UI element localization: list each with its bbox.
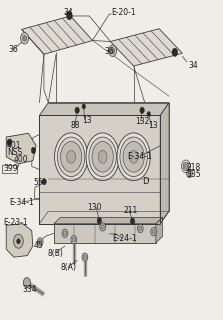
Text: 132: 132 [135, 117, 149, 126]
Text: 334: 334 [23, 284, 37, 293]
Circle shape [137, 224, 143, 233]
Text: 400: 400 [14, 155, 29, 164]
Circle shape [42, 179, 46, 185]
Circle shape [140, 107, 144, 114]
Circle shape [23, 36, 27, 41]
Circle shape [123, 141, 144, 172]
Circle shape [129, 150, 138, 163]
Polygon shape [39, 103, 169, 116]
Circle shape [147, 112, 151, 117]
Text: 399: 399 [3, 164, 18, 173]
Circle shape [130, 218, 135, 224]
Text: 55: 55 [33, 179, 43, 188]
Text: D: D [142, 177, 149, 186]
Text: 130: 130 [87, 203, 102, 212]
Text: NSS: NSS [7, 148, 22, 157]
Polygon shape [22, 16, 93, 54]
Circle shape [187, 169, 192, 178]
Polygon shape [54, 217, 163, 224]
Polygon shape [6, 224, 33, 257]
Circle shape [7, 139, 11, 146]
Circle shape [83, 255, 87, 260]
Text: 88: 88 [70, 121, 80, 131]
Text: E-34-1: E-34-1 [127, 152, 152, 161]
Circle shape [67, 150, 76, 163]
Circle shape [71, 236, 77, 244]
Circle shape [101, 225, 104, 229]
Text: 8(B): 8(B) [47, 249, 63, 258]
Circle shape [60, 141, 82, 172]
Polygon shape [156, 217, 163, 243]
Circle shape [139, 226, 142, 231]
Text: 13: 13 [83, 116, 92, 125]
Text: E-34-1: E-34-1 [10, 198, 34, 207]
Circle shape [188, 171, 191, 176]
Text: 45: 45 [33, 241, 43, 250]
Circle shape [62, 229, 68, 237]
Text: 36: 36 [8, 44, 18, 54]
Text: 8(A): 8(A) [60, 263, 76, 272]
Text: E-24-1: E-24-1 [113, 234, 137, 243]
Circle shape [39, 240, 42, 244]
Circle shape [63, 231, 66, 236]
Polygon shape [6, 133, 36, 164]
Circle shape [109, 45, 117, 56]
Circle shape [37, 238, 43, 246]
Circle shape [111, 48, 115, 53]
Polygon shape [160, 103, 169, 224]
Text: E-23-1: E-23-1 [3, 218, 27, 227]
Circle shape [23, 277, 30, 288]
Polygon shape [54, 224, 156, 243]
Circle shape [75, 107, 79, 114]
Circle shape [86, 133, 119, 181]
Circle shape [72, 237, 75, 242]
Circle shape [98, 150, 107, 163]
Circle shape [58, 137, 85, 177]
Circle shape [183, 162, 189, 171]
Circle shape [89, 137, 116, 177]
Text: 218: 218 [187, 163, 201, 172]
Text: 211: 211 [124, 206, 138, 215]
Text: 34: 34 [64, 8, 74, 17]
Circle shape [21, 33, 29, 44]
Circle shape [117, 133, 150, 181]
Circle shape [66, 12, 72, 20]
Circle shape [151, 228, 157, 236]
Text: 401: 401 [7, 141, 21, 150]
Circle shape [152, 229, 155, 234]
Circle shape [184, 164, 188, 169]
Circle shape [172, 48, 178, 56]
Circle shape [8, 139, 12, 144]
Circle shape [17, 239, 20, 244]
Circle shape [120, 137, 147, 177]
Circle shape [14, 234, 23, 248]
Circle shape [82, 253, 88, 261]
Circle shape [55, 133, 88, 181]
Polygon shape [39, 116, 160, 224]
Text: E-20-1: E-20-1 [112, 8, 136, 17]
Circle shape [82, 104, 86, 109]
Circle shape [100, 223, 105, 231]
Text: 34: 34 [188, 60, 198, 69]
Text: 335: 335 [187, 170, 201, 179]
Circle shape [97, 217, 101, 224]
Circle shape [31, 147, 36, 154]
Text: 36: 36 [104, 47, 114, 56]
Polygon shape [110, 29, 182, 66]
Text: 13: 13 [148, 121, 158, 131]
Circle shape [92, 141, 113, 172]
